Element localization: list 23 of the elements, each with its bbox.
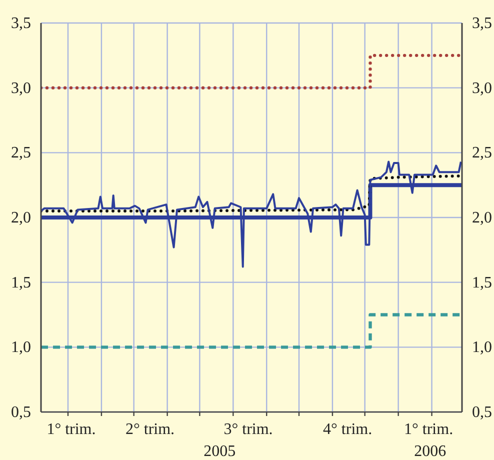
x-tick-label: 2° trim. — [125, 421, 175, 438]
line-series — [41, 160, 462, 268]
y-tick-label: 1,5 — [11, 274, 31, 292]
y-tick-label: 1,0 — [11, 339, 31, 356]
y-tick-label: 0,5 — [11, 404, 31, 421]
x-tick-label: 1° trim. — [404, 421, 454, 438]
y-tick-label: 3,5 — [11, 15, 31, 32]
y2-tick-label: 2,5 — [472, 144, 492, 162]
x-tick-label: 1° trim. — [46, 421, 96, 438]
text: 2005 — [204, 443, 236, 460]
y2-tick-label: 0,5 — [472, 404, 492, 421]
y-tick-label: 2,0 — [11, 210, 31, 226]
y-tick-label: 3,0 — [11, 80, 31, 97]
y-tick-label: 2,5 — [11, 144, 31, 162]
y2-tick-label: 2,0 — [472, 210, 492, 226]
x-tick-label: 4° trim. — [323, 421, 372, 438]
y2-tick-label: 3,5 — [472, 15, 492, 32]
y2-tick-label: 3,0 — [472, 80, 492, 97]
line-series — [41, 174, 462, 213]
x-tick-label: 3° trim. — [224, 421, 273, 438]
y2-tick-label: 1,0 — [472, 339, 492, 356]
y2-tick-label: 1,5 — [472, 274, 492, 292]
text: 2006 — [414, 443, 446, 460]
